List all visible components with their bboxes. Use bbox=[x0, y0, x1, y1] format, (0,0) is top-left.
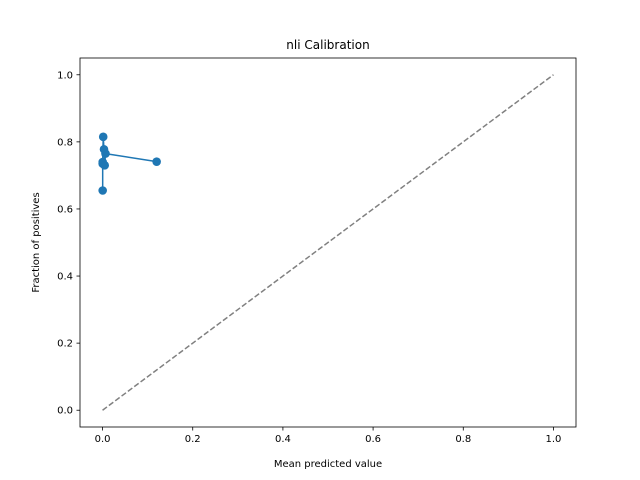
perfect-calibration-line bbox=[102, 74, 554, 411]
y-tick-label: 1.0 bbox=[57, 70, 73, 81]
y-axis-label: Fraction of positives bbox=[31, 192, 42, 292]
calibration-point bbox=[100, 161, 110, 170]
x-axis: 0.0 0.2 0.4 0.6 0.8 1.0 bbox=[95, 427, 562, 445]
y-tick-label: 0.8 bbox=[57, 137, 73, 148]
x-tick-label: 0.2 bbox=[185, 434, 201, 445]
x-axis-label: Mean predicted value bbox=[274, 459, 382, 470]
x-tick-label: 0.6 bbox=[365, 434, 381, 445]
calibration-point bbox=[98, 186, 107, 195]
x-tick-label: 0.4 bbox=[275, 434, 291, 445]
y-tick-label: 0.4 bbox=[57, 272, 73, 283]
calibration-point bbox=[152, 157, 161, 166]
y-axis: 0.0 0.2 0.4 0.6 0.8 1.0 bbox=[57, 70, 80, 417]
x-tick-label: 0.8 bbox=[455, 434, 471, 445]
y-tick-label: 0.2 bbox=[57, 339, 73, 350]
x-tick-label: 0.0 bbox=[95, 434, 111, 445]
y-tick-label: 0.6 bbox=[57, 204, 73, 215]
y-tick-label: 0.0 bbox=[57, 406, 73, 417]
x-tick-label: 1.0 bbox=[546, 434, 562, 445]
series-layer bbox=[98, 74, 554, 411]
chart-title: nli Calibration bbox=[286, 38, 369, 52]
calibration-point bbox=[101, 149, 110, 158]
calibration-point bbox=[98, 132, 108, 142]
plot-frame bbox=[79, 57, 577, 428]
